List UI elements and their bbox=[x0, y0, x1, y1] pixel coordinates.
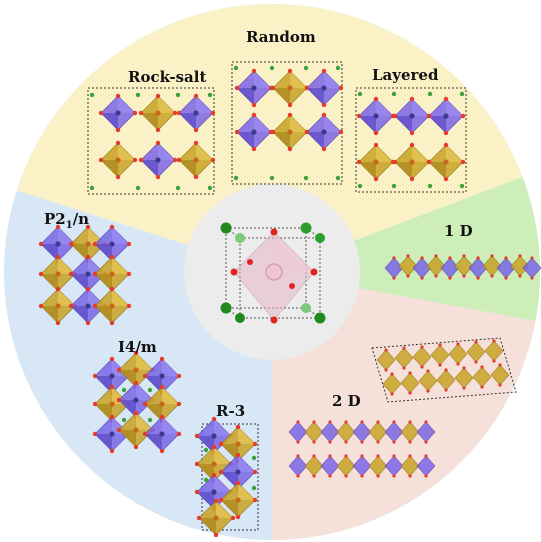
label-i4m: I4/m bbox=[118, 338, 157, 356]
label-rock-salt: Rock-salt bbox=[128, 68, 206, 86]
i4m-structure bbox=[92, 350, 182, 454]
label-2d: 2 D bbox=[332, 392, 361, 410]
label-1d: 1 D bbox=[444, 222, 473, 240]
p21n-structure bbox=[38, 224, 132, 326]
label-r3: R-3 bbox=[216, 402, 245, 420]
label-layered: Layered bbox=[372, 66, 439, 84]
two-d-top-layers bbox=[371, 337, 517, 403]
sector-random bbox=[4, 4, 540, 272]
perovskite-unit-cell-icon bbox=[220, 222, 326, 324]
r3-structure bbox=[194, 416, 259, 538]
layered-structure bbox=[355, 87, 467, 193]
label-p21n: P21/n bbox=[44, 210, 89, 231]
label-random: Random bbox=[246, 28, 316, 46]
